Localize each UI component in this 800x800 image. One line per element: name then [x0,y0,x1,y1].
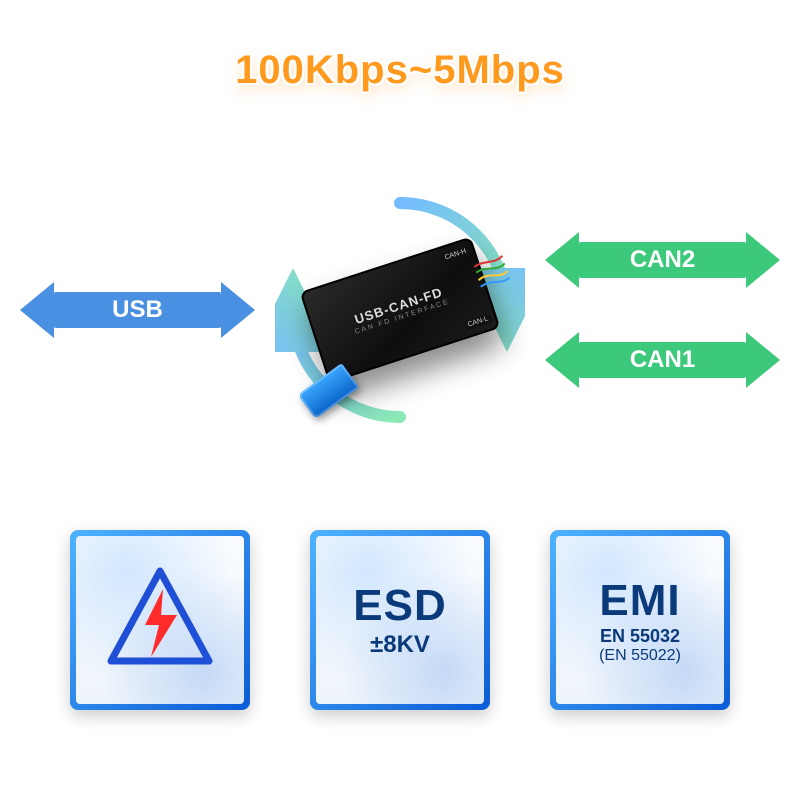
esd-card: ESD ±8KV [310,530,490,710]
emi-title: EMI [599,576,680,626]
can1-arrow: CAN1 [545,332,780,388]
esd-value: ±8KV [370,631,430,659]
speed-range-title: 100Kbps~5Mbps [0,48,800,93]
device-can-h-label: CAN-H [441,246,471,263]
can1-label: CAN1 [630,346,695,374]
emi-card: EMI EN 55032 (EN 55022) [550,530,730,710]
esd-title: ESD [353,581,446,631]
device-hub: USB-CAN-FD CAN FD INTERFACE USB CAN-H CA… [275,185,525,435]
feature-cards-row: ESD ±8KV EMI EN 55032 (EN 55022) [0,530,800,710]
surge-protection-card [70,530,250,710]
emi-standard-alt: (EN 55022) [599,647,681,665]
topology-diagram: USB CAN2 CAN1 [0,160,800,460]
can2-arrow: CAN2 [545,232,780,288]
device-name: USB-CAN-FD CAN FD INTERFACE [349,283,451,336]
usb-label: USB [112,296,163,324]
can2-label: CAN2 [630,246,695,274]
emi-standard: EN 55032 [600,626,680,647]
usb-arrow: USB [20,282,255,338]
surge-protection-icon [105,565,215,675]
device-can-l-label: CAN-L [464,314,492,331]
